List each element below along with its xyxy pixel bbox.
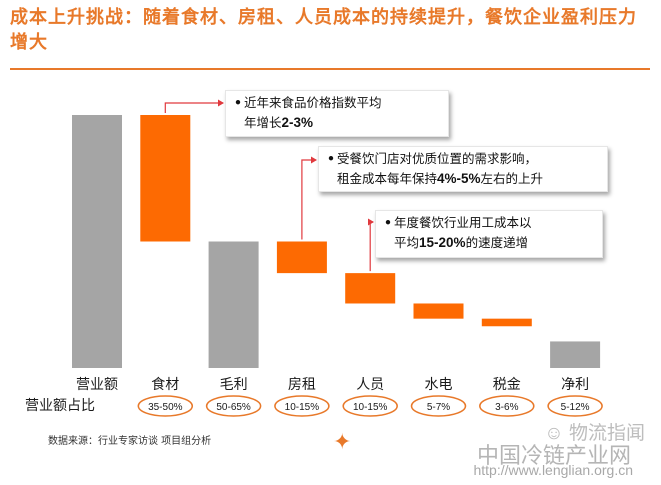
share-ellipse-7 [547, 395, 603, 417]
share-ellipse-5 [410, 395, 467, 417]
callout-staff-line1: 年度餐饮行业用工成本以 [394, 215, 532, 230]
callout-arrowhead-1 [218, 99, 224, 107]
category-label-1: 营业额 [76, 377, 118, 393]
bar-8 [550, 341, 601, 368]
callout-staff-highlight: 15-20% [419, 235, 466, 250]
callout-food-line2-pre: 年增长 [244, 115, 282, 130]
share-ellipse-3 [274, 395, 330, 417]
callout-arrowhead-2 [311, 156, 317, 164]
site-watermark: 中国冷链产业网 [476, 443, 631, 468]
callout-rent: • 受餐饮门店对优质位置的需求影响， 租金成本每年保持4%-5%左右的上升 [318, 146, 608, 192]
star-icon: ✦ [333, 430, 352, 455]
share-value-5: 5-7% [427, 402, 450, 413]
category-label-7: 税金 [493, 377, 521, 393]
share-ellipse-1 [137, 395, 194, 417]
wechat-watermark-text: 物流指闻 [568, 423, 645, 444]
callout-rent-line2-pre: 租金成本每年保持 [337, 171, 438, 186]
url-watermark: http://www.lenglian.org.cn [473, 462, 633, 478]
bullet-icon: • [327, 151, 335, 166]
bar-3 [208, 241, 259, 368]
callout-pointer-3 [369, 221, 373, 272]
bar-1 [72, 115, 122, 368]
title-divider [10, 68, 650, 70]
category-label-4: 房租 [288, 377, 316, 393]
bar-2 [140, 115, 191, 242]
callout-staff: • 年度餐饮行业用工成本以 平均15-20%的速度递增 [375, 210, 603, 258]
bar-6 [413, 303, 464, 319]
wechat-watermark: ☺ 物流指闻 [544, 418, 645, 445]
bar-4 [276, 241, 327, 274]
source-note: 数据来源：行业专家访谈 项目组分析 [48, 436, 212, 447]
callout-rent-line1: 受餐饮门店对优质位置的需求影响， [337, 151, 538, 166]
callout-staff-line2-post: 的速度递增 [465, 235, 529, 250]
bullet-icon: • [384, 215, 392, 230]
callout-food-line1: 近年来食品价格指数平均 [244, 95, 382, 110]
share-value-3: 10-15% [285, 402, 320, 413]
callout-food-highlight: 2-3% [281, 115, 314, 130]
callout-food: • 近年来食品价格指数平均 年增长2-3% [225, 90, 449, 137]
share-value-7: 5-12% [561, 402, 590, 413]
callout-rent-highlight: 4%-5% [437, 171, 481, 186]
callout-arrowhead-3 [368, 218, 374, 226]
share-value-6: 3-6% [495, 402, 518, 413]
category-label-8: 净利 [561, 377, 589, 393]
share-value-4: 10-15% [353, 402, 388, 413]
bullet-icon: • [234, 95, 242, 110]
bar-7 [481, 318, 532, 327]
category-label-2: 食材 [151, 376, 179, 393]
callout-pointer-2 [301, 159, 316, 240]
share-ellipse-6 [479, 395, 535, 417]
share-value-2: 50-65% [216, 402, 251, 413]
category-label-6: 水电 [425, 377, 453, 393]
callout-staff-line2-pre: 平均 [394, 235, 420, 250]
wechat-icon: ☺ [544, 423, 569, 444]
share-ellipse-2 [205, 395, 262, 417]
category-label-3: 毛利 [220, 377, 248, 393]
callout-pointer-1 [164, 102, 223, 113]
share-ellipse-4 [342, 395, 398, 417]
page-title: 成本上升挑战：随着食材、房租、人员成本的持续提升，餐饮企业盈利压力增大 [10, 7, 637, 53]
callout-rent-line2-post: 左右的上升 [480, 171, 544, 186]
share-row-label: 营业额占比 [25, 398, 95, 414]
bar-5 [345, 273, 396, 304]
share-value-1: 35-50% [148, 402, 183, 413]
category-label-5: 人员 [356, 377, 384, 393]
